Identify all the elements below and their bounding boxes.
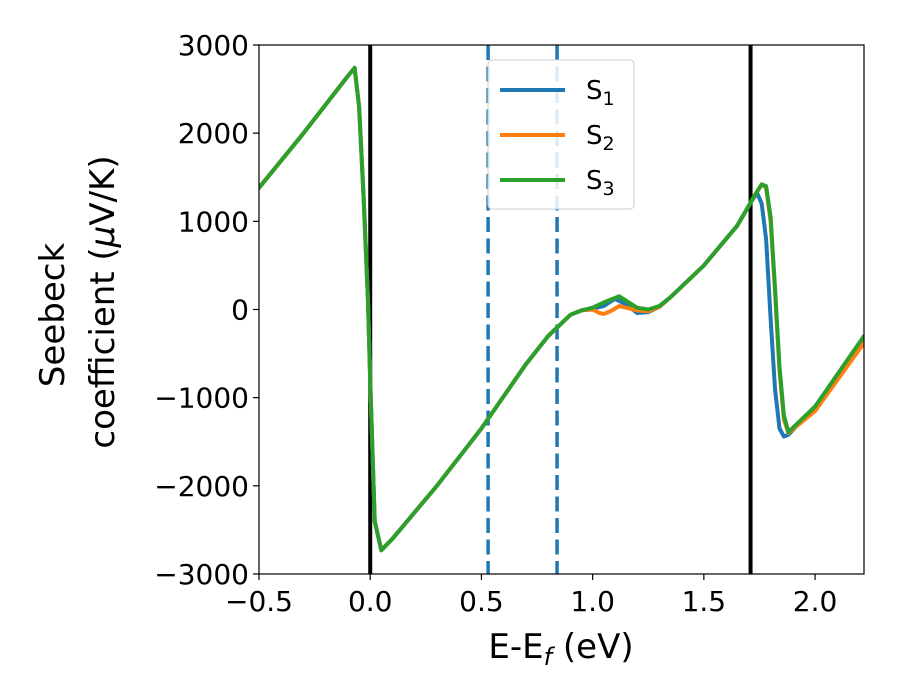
- series-lines: [259, 65, 864, 553]
- legend-label-2: S2: [586, 121, 615, 155]
- y-tick-label: 2000: [178, 117, 249, 150]
- y-tick-label: 3000: [178, 29, 249, 62]
- x-tick-label: −0.5: [225, 585, 293, 618]
- x-tick-label: 1.0: [570, 585, 615, 618]
- x-axis-title-main: E-E: [488, 627, 543, 667]
- y-tick-label: −1000: [154, 382, 249, 415]
- x-tick-label: 2.0: [793, 585, 838, 618]
- y-axis-ticks: −3000 −2000 −1000 0 1000 2000 3000: [154, 29, 259, 591]
- y-tick-label: 0: [231, 294, 249, 327]
- x-axis-ticks: −0.5 0.0 0.5 1.0 1.5 2.0: [225, 574, 837, 618]
- x-axis-title-unit: (eV): [552, 627, 634, 667]
- y-tick-label: 1000: [178, 205, 249, 238]
- y-axis-title-unit: V/K): [83, 155, 123, 225]
- y-tick-label: −3000: [154, 558, 249, 591]
- y-axis-title-prefix: coefficient (: [83, 247, 123, 448]
- x-tick-label: 1.5: [682, 585, 727, 618]
- x-axis-title: E-Ef (eV): [488, 627, 633, 671]
- series-line-3: [259, 65, 864, 553]
- x-tick-label: 0.5: [459, 585, 504, 618]
- legend-label-3: S3: [586, 166, 615, 200]
- y-axis-title-line1: Seebeck: [33, 243, 73, 388]
- legend-label-1: S1: [586, 76, 615, 110]
- legend-entries: S1 S2 S3: [500, 76, 615, 200]
- y-tick-label: −2000: [154, 470, 249, 503]
- y-axis-title-mu: μ: [83, 226, 123, 249]
- x-tick-label: 0.0: [348, 585, 393, 618]
- legend: S1 S2 S3: [487, 59, 635, 210]
- y-axis-title-line2: coefficient (μV/K): [83, 155, 123, 448]
